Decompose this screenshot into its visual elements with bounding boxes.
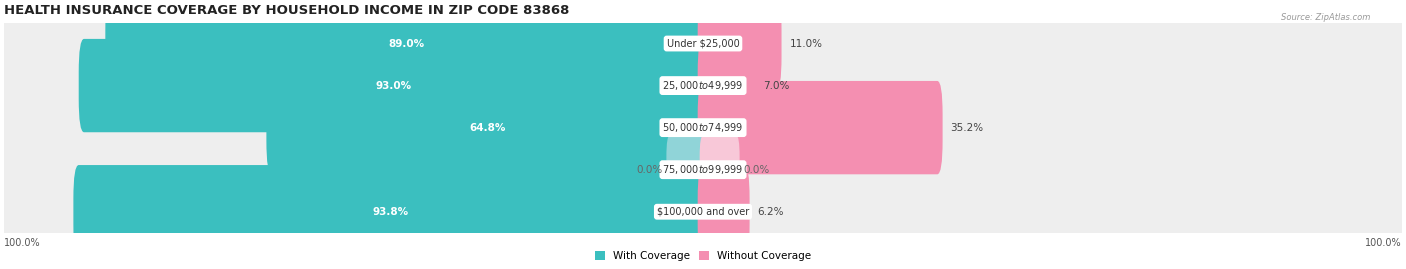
- Text: 0.0%: 0.0%: [637, 165, 664, 175]
- FancyBboxPatch shape: [266, 81, 709, 174]
- Text: 100.0%: 100.0%: [4, 238, 41, 248]
- Text: 93.8%: 93.8%: [373, 207, 409, 217]
- Text: Source: ZipAtlas.com: Source: ZipAtlas.com: [1281, 13, 1371, 22]
- Text: HEALTH INSURANCE COVERAGE BY HOUSEHOLD INCOME IN ZIP CODE 83868: HEALTH INSURANCE COVERAGE BY HOUSEHOLD I…: [4, 4, 569, 17]
- FancyBboxPatch shape: [697, 165, 749, 259]
- Text: 35.2%: 35.2%: [950, 123, 984, 133]
- Text: 100.0%: 100.0%: [1365, 238, 1402, 248]
- Text: $100,000 and over: $100,000 and over: [657, 207, 749, 217]
- FancyBboxPatch shape: [666, 136, 706, 204]
- FancyBboxPatch shape: [0, 0, 1406, 115]
- Legend: With Coverage, Without Coverage: With Coverage, Without Coverage: [591, 247, 815, 266]
- Text: 0.0%: 0.0%: [742, 165, 769, 175]
- Text: Under $25,000: Under $25,000: [666, 38, 740, 48]
- FancyBboxPatch shape: [0, 140, 1406, 269]
- FancyBboxPatch shape: [0, 98, 1406, 241]
- FancyBboxPatch shape: [697, 81, 942, 174]
- Text: 6.2%: 6.2%: [758, 207, 785, 217]
- Text: $50,000 to $74,999: $50,000 to $74,999: [662, 121, 744, 134]
- Text: 7.0%: 7.0%: [763, 81, 789, 91]
- Text: 93.0%: 93.0%: [375, 81, 412, 91]
- FancyBboxPatch shape: [79, 39, 709, 132]
- FancyBboxPatch shape: [700, 136, 740, 204]
- Text: 89.0%: 89.0%: [389, 38, 425, 48]
- FancyBboxPatch shape: [697, 39, 755, 132]
- Text: 11.0%: 11.0%: [790, 38, 823, 48]
- FancyBboxPatch shape: [0, 56, 1406, 199]
- Text: 64.8%: 64.8%: [470, 123, 506, 133]
- FancyBboxPatch shape: [697, 0, 782, 90]
- FancyBboxPatch shape: [73, 165, 709, 259]
- FancyBboxPatch shape: [0, 14, 1406, 157]
- Text: $75,000 to $99,999: $75,000 to $99,999: [662, 163, 744, 176]
- Text: $25,000 to $49,999: $25,000 to $49,999: [662, 79, 744, 92]
- FancyBboxPatch shape: [105, 0, 709, 90]
